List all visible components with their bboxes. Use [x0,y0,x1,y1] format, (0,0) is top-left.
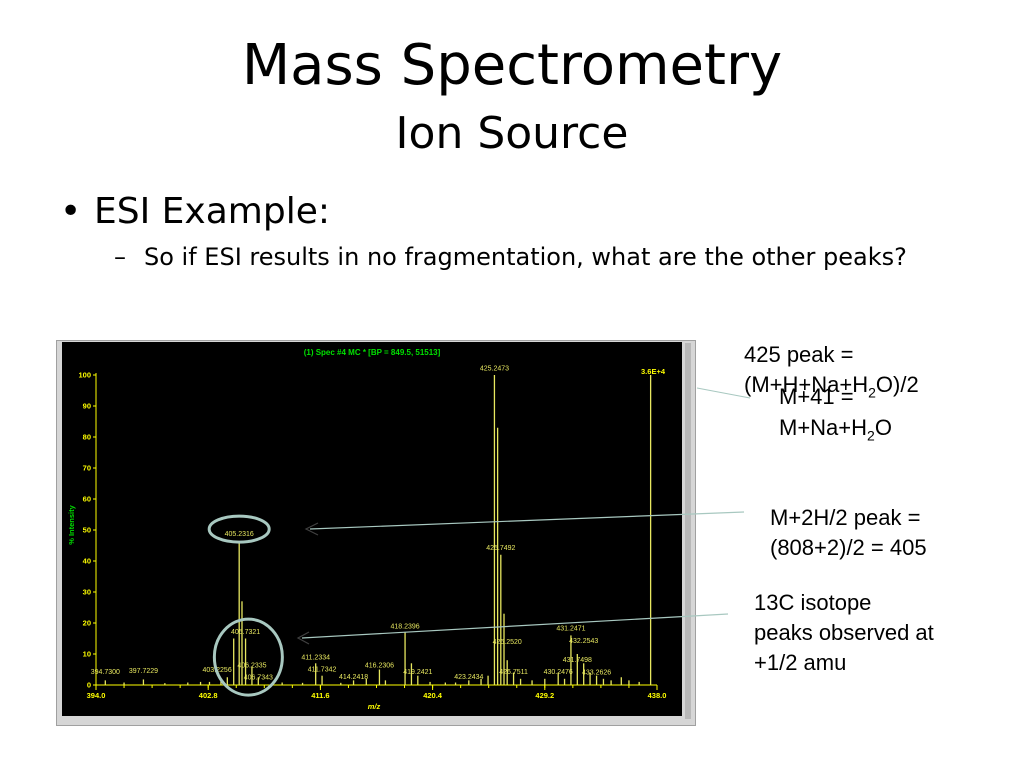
note-13c-line3: +1/2 amu [754,650,847,675]
peak-label: 411.7342 [308,667,337,674]
peak-label: 406.7343 [244,674,273,681]
y-tick-label: 20 [83,619,91,628]
x-tick-label: 394.0 [87,691,106,700]
peak-label: 394.7300 [91,669,120,676]
peak-label: 430.2476 [544,669,573,676]
peak-label: 423.2434 [454,674,483,681]
y-axis-label: % Intensity [67,504,76,544]
pointer-425-line [696,387,751,399]
chart-title: (1) Spec #4 MC * [BP = 849.5, 51513] [304,348,441,357]
peak-label: 397.7229 [129,668,158,675]
peak-label: 416.2306 [365,663,394,670]
bullet-dot-icon: • [60,191,82,232]
peak-label: 432.2543 [569,638,598,645]
note-m41-line2: M+Na+H2O [779,413,892,450]
peak-label: 414.2418 [339,674,368,681]
y-tick-label: 90 [83,402,91,411]
peak-label: 419.2421 [403,669,432,676]
bullet-level-1-text: ESI Example: [94,191,330,232]
peak-label: 425.2473 [480,365,509,372]
peak-label: 405.2316 [225,531,254,538]
y-tick-label: 60 [83,495,91,504]
x-tick-label: 420.4 [423,691,443,700]
note-425-line1: 425 peak = [744,342,854,367]
slide-title: Mass Spectrometry [241,33,783,98]
x-axis-label: m/z [368,702,381,711]
note-m41-pre: M+Na+H [779,415,868,440]
y-tick-label: 0 [87,681,91,690]
y-tick-label: 50 [83,526,91,535]
note-m41-line1: M+41 = [779,384,854,409]
note-425-post: O)/2 [875,372,919,397]
note-13c-line1: 13C isotope [754,590,872,615]
note-m41-sub: 2 [867,427,875,444]
note-m41-post: O [874,415,892,440]
peak-label: 426.7511 [499,669,528,676]
bullet-dash-icon: – [114,243,126,271]
frame-scrollbar [685,343,691,719]
highlight-ring-405 [207,514,271,544]
peak-label: 425.7492 [486,545,515,552]
bullet-level-1: • ESI Example: [60,190,330,234]
y-tick-label: 100 [78,371,91,380]
peak-label: 431.2471 [556,625,585,632]
peak-label: 405.7321 [231,629,260,636]
x-tick-label: 411.6 [311,691,329,700]
peak-label: 426.2520 [493,639,522,646]
note-425-sub: 2 [868,384,876,401]
x-tick-label: 402.8 [199,691,218,700]
y-tick-label: 70 [83,464,91,473]
peak-label: 431.7498 [563,657,592,664]
y-tick-label: 10 [83,650,91,659]
bullet-level-2-text: So if ESI results in no fragmentation, w… [144,243,907,271]
max-intensity-label: 3.6E+4 [641,367,666,376]
x-tick-label: 438.0 [648,691,667,700]
slide-subtitle: Ion Source [395,108,629,159]
bullet-level-2: – So if ESI results in no fragmentation, … [114,241,907,273]
peak-label: 411.2334 [301,655,330,662]
note-425-line2: (M+H+Na+H2O)/2 [744,370,919,407]
x-tick-label: 429.2 [535,691,554,700]
peak-label: 418.2396 [390,623,419,630]
y-tick-label: 30 [83,588,91,597]
note-13c-line2: peaks observed at [754,620,934,645]
y-tick-label: 40 [83,557,91,566]
peak-label: 433.2626 [582,669,611,676]
note-425-pre: (M+H+Na+H [744,372,869,397]
peak-label: 406.2335 [237,663,266,670]
mass-spectrum-chart: (1) Spec #4 MC * [BP = 849.5, 51513] 3.6… [62,342,682,716]
note-m2h-line2: (808+2)/2 = 405 [770,535,927,560]
highlight-ring-isotopes [212,617,284,697]
note-m2h-line1: M+2H/2 peak = [770,505,921,530]
y-tick-label: 80 [83,433,91,442]
